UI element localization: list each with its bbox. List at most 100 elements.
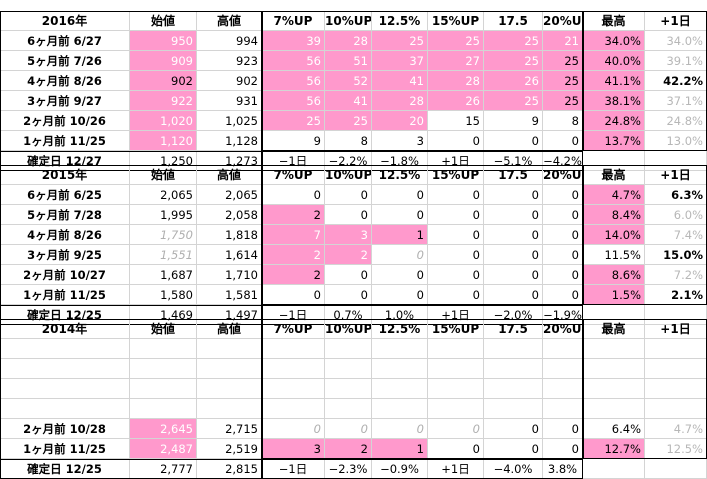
data-cell[interactable] xyxy=(197,339,262,359)
data-cell[interactable]: 28 xyxy=(325,31,372,51)
data-cell[interactable] xyxy=(262,359,325,379)
data-cell[interactable]: 2,715 xyxy=(197,419,262,439)
data-cell[interactable]: 4.7% xyxy=(645,419,707,439)
data-cell[interactable]: 0 xyxy=(372,185,428,205)
data-cell[interactable] xyxy=(325,359,372,379)
data-cell[interactable]: 0 xyxy=(484,439,543,459)
data-cell[interactable]: 56 xyxy=(262,91,325,111)
data-cell[interactable]: 28 xyxy=(372,91,428,111)
data-cell[interactable]: 8 xyxy=(325,131,372,151)
data-cell[interactable]: 0 xyxy=(484,419,543,439)
data-cell[interactable]: 12.7% xyxy=(583,439,645,459)
data-cell[interactable] xyxy=(372,359,428,379)
data-cell[interactable]: 2 xyxy=(325,245,372,265)
data-cell[interactable]: 25 xyxy=(262,111,325,131)
confirmed-date-cell[interactable]: 2,815 xyxy=(197,459,262,479)
data-cell[interactable]: 2,065 xyxy=(130,185,197,205)
data-cell[interactable]: 25 xyxy=(543,51,583,71)
data-cell[interactable]: 38.1% xyxy=(583,91,645,111)
data-cell[interactable] xyxy=(197,399,262,419)
data-cell[interactable]: 13.7% xyxy=(583,131,645,151)
data-cell[interactable]: 0 xyxy=(325,285,372,305)
data-cell[interactable]: 20 xyxy=(372,111,428,131)
data-cell[interactable]: 1,128 xyxy=(197,131,262,151)
data-cell[interactable]: 1,581 xyxy=(197,285,262,305)
row-label[interactable]: 1ヶ月前 11/25 xyxy=(0,131,130,151)
data-cell[interactable]: 0 xyxy=(543,205,583,225)
data-cell[interactable] xyxy=(645,399,707,419)
data-cell[interactable]: 51 xyxy=(325,51,372,71)
data-cell[interactable]: 1,614 xyxy=(197,245,262,265)
row-label[interactable]: 2ヶ月前 10/28 xyxy=(0,419,130,439)
data-cell[interactable] xyxy=(583,399,645,419)
data-cell[interactable]: 0 xyxy=(484,245,543,265)
confirmed-date-cell[interactable]: −4.0% xyxy=(484,459,543,479)
data-cell[interactable] xyxy=(428,359,484,379)
data-cell[interactable]: 0 xyxy=(372,265,428,285)
data-cell[interactable]: 2,645 xyxy=(130,419,197,439)
data-cell[interactable]: 7.4% xyxy=(645,225,707,245)
confirmed-date-cell[interactable] xyxy=(583,305,645,325)
row-label[interactable] xyxy=(0,359,130,379)
data-cell[interactable] xyxy=(262,379,325,399)
data-cell[interactable]: 0 xyxy=(262,419,325,439)
data-cell[interactable]: 28 xyxy=(428,71,484,91)
data-cell[interactable]: 34.0% xyxy=(583,31,645,51)
data-cell[interactable] xyxy=(130,359,197,379)
data-cell[interactable]: 42.2% xyxy=(645,71,707,91)
data-cell[interactable]: 3 xyxy=(325,225,372,245)
data-cell[interactable]: 1 xyxy=(372,439,428,459)
data-cell[interactable]: 0 xyxy=(543,225,583,245)
data-cell[interactable]: 2,519 xyxy=(197,439,262,459)
data-cell[interactable] xyxy=(645,379,707,399)
row-label[interactable]: 3ヶ月前 9/27 xyxy=(0,91,130,111)
data-cell[interactable]: 6.4% xyxy=(583,419,645,439)
data-cell[interactable]: 1,995 xyxy=(130,205,197,225)
data-cell[interactable] xyxy=(372,399,428,419)
data-cell[interactable] xyxy=(645,359,707,379)
confirmed-date-cell[interactable] xyxy=(583,151,645,171)
data-cell[interactable]: 2,065 xyxy=(197,185,262,205)
data-cell[interactable]: 902 xyxy=(130,71,197,91)
data-cell[interactable]: 1.5% xyxy=(583,285,645,305)
data-cell[interactable]: 37.1% xyxy=(645,91,707,111)
row-label[interactable]: 2ヶ月前 10/27 xyxy=(0,265,130,285)
data-cell[interactable] xyxy=(543,379,583,399)
data-cell[interactable]: 0 xyxy=(428,185,484,205)
data-cell[interactable] xyxy=(428,379,484,399)
data-cell[interactable]: 41.1% xyxy=(583,71,645,91)
data-cell[interactable]: 0 xyxy=(428,439,484,459)
data-cell[interactable]: 1 xyxy=(372,225,428,245)
data-cell[interactable] xyxy=(583,359,645,379)
data-cell[interactable]: 0 xyxy=(428,245,484,265)
data-cell[interactable]: 25 xyxy=(325,111,372,131)
row-label[interactable]: 5ヶ月前 7/26 xyxy=(0,51,130,71)
data-cell[interactable]: 0 xyxy=(262,285,325,305)
data-cell[interactable]: 0 xyxy=(543,285,583,305)
row-label[interactable]: 2ヶ月前 10/26 xyxy=(0,111,130,131)
data-cell[interactable]: 8.4% xyxy=(583,205,645,225)
data-cell[interactable]: 0 xyxy=(428,131,484,151)
data-cell[interactable]: 0 xyxy=(428,285,484,305)
row-label[interactable]: 6ヶ月前 6/25 xyxy=(0,185,130,205)
data-cell[interactable]: 15.0% xyxy=(645,245,707,265)
data-cell[interactable]: 0 xyxy=(484,265,543,285)
data-cell[interactable]: 39 xyxy=(262,31,325,51)
data-cell[interactable]: 24.8% xyxy=(645,111,707,131)
data-cell[interactable]: 0 xyxy=(372,285,428,305)
data-cell[interactable] xyxy=(645,339,707,359)
data-cell[interactable] xyxy=(372,379,428,399)
data-cell[interactable]: 923 xyxy=(197,51,262,71)
data-cell[interactable] xyxy=(262,399,325,419)
row-label[interactable]: 3ヶ月前 9/25 xyxy=(0,245,130,265)
data-cell[interactable]: 25 xyxy=(484,91,543,111)
data-cell[interactable]: 15 xyxy=(428,111,484,131)
data-cell[interactable] xyxy=(197,379,262,399)
data-cell[interactable]: 9 xyxy=(262,131,325,151)
data-cell[interactable]: 25 xyxy=(428,31,484,51)
data-cell[interactable] xyxy=(484,379,543,399)
data-cell[interactable]: 0 xyxy=(262,185,325,205)
data-cell[interactable] xyxy=(543,339,583,359)
data-cell[interactable] xyxy=(325,339,372,359)
confirmed-date-cell[interactable]: −1日 xyxy=(262,459,325,479)
